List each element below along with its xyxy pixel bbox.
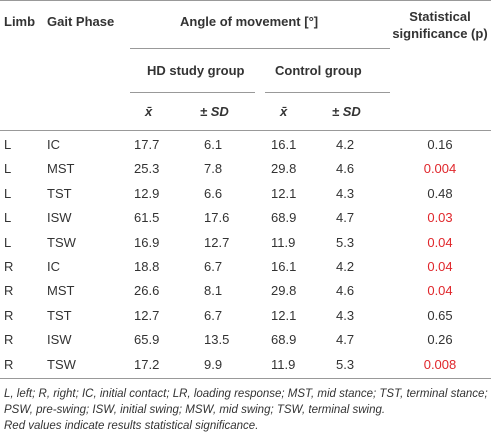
gait-phase: TST	[47, 307, 72, 323]
sd-control: 4.2	[336, 137, 355, 152]
header-gait-phase: Gait Phase	[47, 14, 115, 29]
mean-hd: 17.7	[134, 137, 160, 152]
p-value: 0.04	[427, 259, 453, 274]
table-row: L TST 12.9 6.6 12.1 4.3 0.48	[0, 183, 491, 205]
p-value: 0.03	[427, 210, 453, 226]
sd-hd: 6.1	[204, 137, 223, 152]
sd-control: 4.7	[336, 210, 355, 226]
sd-hd: 9.9	[204, 356, 223, 372]
gait-phase: MST	[47, 283, 75, 299]
footnote: L, left; R, right; IC, initial contact; …	[4, 388, 488, 416]
mean-control: 12.1	[271, 307, 297, 323]
mean-hd: 17.2	[134, 356, 160, 372]
header-mean: x̄	[280, 104, 288, 119]
p-value: 0.65	[427, 307, 453, 323]
rule	[0, 378, 491, 379]
mean-hd: 25.3	[134, 161, 160, 177]
rule	[0, 0, 491, 1]
sd-hd: 13.5	[204, 332, 230, 348]
sd-hd: 6.7	[204, 307, 223, 323]
footnote-note: Red values indicate results statistical …	[4, 420, 259, 432]
limb: L	[4, 161, 12, 177]
table-row: R MST 26.6 8.1 29.8 4.6 0.04	[0, 280, 491, 302]
table-row: L TSW 16.9 12.7 11.9 5.3 0.04	[0, 232, 491, 254]
table-row: R TST 12.7 6.7 12.1 4.3 0.65	[0, 305, 491, 327]
gait-phase: ISW	[47, 210, 72, 226]
mean-control: 29.8	[271, 283, 297, 299]
table-row: L IC 17.7 6.1 16.1 4.2 0.16	[0, 134, 491, 156]
sd-hd: 8.1	[204, 283, 223, 299]
gait-phase: TSW	[47, 356, 76, 372]
rule	[0, 130, 491, 131]
header-hd: HD study group	[147, 63, 245, 78]
p-value: 0.48	[427, 185, 453, 201]
limb: R	[4, 332, 14, 348]
gait-phase: ISW	[47, 332, 72, 348]
sd-control: 4.7	[336, 332, 355, 348]
header-mean: x̄	[145, 104, 153, 119]
sd-control: 4.3	[336, 185, 355, 201]
p-value: 0.004	[423, 161, 457, 177]
header-control: Control group	[275, 63, 362, 78]
limb: R	[4, 356, 14, 372]
mean-control: 12.1	[271, 185, 297, 201]
sd-control: 4.2	[336, 259, 355, 274]
mean-hd: 61.5	[134, 210, 160, 226]
table-row: R ISW 65.9 13.5 68.9 4.7 0.26	[0, 329, 491, 351]
mean-control: 29.8	[271, 161, 297, 177]
p-value: 0.008	[423, 356, 457, 372]
table-row: R IC 18.8 6.7 16.1 4.2 0.04	[0, 256, 491, 278]
p-value: 0.04	[427, 283, 453, 299]
header-sd: ± SD	[332, 104, 361, 119]
p-value: 0.26	[427, 332, 453, 348]
mean-hd: 16.9	[134, 234, 160, 250]
limb: L	[4, 234, 12, 250]
mean-hd: 65.9	[134, 332, 160, 348]
mean-control: 11.9	[271, 234, 296, 250]
p-value: 0.16	[427, 137, 453, 152]
sd-control: 5.3	[336, 234, 355, 250]
sd-hd: 7.8	[204, 161, 223, 177]
limb: R	[4, 259, 14, 274]
rule	[265, 92, 390, 93]
sd-control: 4.6	[336, 161, 355, 177]
gait-phase: TST	[47, 185, 72, 201]
table-row: L MST 25.3 7.8 29.8 4.6 0.004	[0, 158, 491, 180]
mean-control: 16.1	[271, 137, 297, 152]
header-significance: Statistical significance (p)	[392, 9, 488, 41]
limb: L	[4, 137, 12, 152]
sd-control: 5.3	[336, 356, 355, 372]
mean-control: 68.9	[271, 332, 297, 348]
header-sd: ± SD	[200, 104, 229, 119]
sd-hd: 6.6	[204, 185, 223, 201]
sd-hd: 12.7	[204, 234, 230, 250]
gait-phase: IC	[47, 137, 60, 152]
gait-phase: MST	[47, 161, 75, 177]
limb: R	[4, 283, 14, 299]
limb: L	[4, 210, 12, 226]
sd-control: 4.3	[336, 307, 355, 323]
gait-phase: IC	[47, 259, 60, 274]
header-limb: Limb	[4, 14, 36, 29]
sd-hd: 6.7	[204, 259, 223, 274]
mean-hd: 18.8	[134, 259, 160, 274]
mean-hd: 12.7	[134, 307, 160, 323]
table-row: R TSW 17.2 9.9 11.9 5.3 0.008	[0, 354, 491, 376]
sd-hd: 17.6	[204, 210, 230, 226]
rule	[130, 92, 255, 93]
mean-control: 16.1	[271, 259, 297, 274]
mean-hd: 12.9	[134, 185, 160, 201]
p-value: 0.04	[427, 234, 453, 250]
mean-control: 68.9	[271, 210, 297, 226]
rule	[130, 48, 390, 49]
limb: L	[4, 185, 12, 201]
mean-hd: 26.6	[134, 283, 160, 299]
gait-phase: TSW	[47, 234, 76, 250]
table-row: L ISW 61.5 17.6 68.9 4.7 0.03	[0, 207, 491, 229]
mean-control: 11.9	[271, 356, 296, 372]
sd-control: 4.6	[336, 283, 355, 299]
header-angle: Angle of movement [°]	[180, 14, 319, 29]
limb: R	[4, 307, 14, 323]
